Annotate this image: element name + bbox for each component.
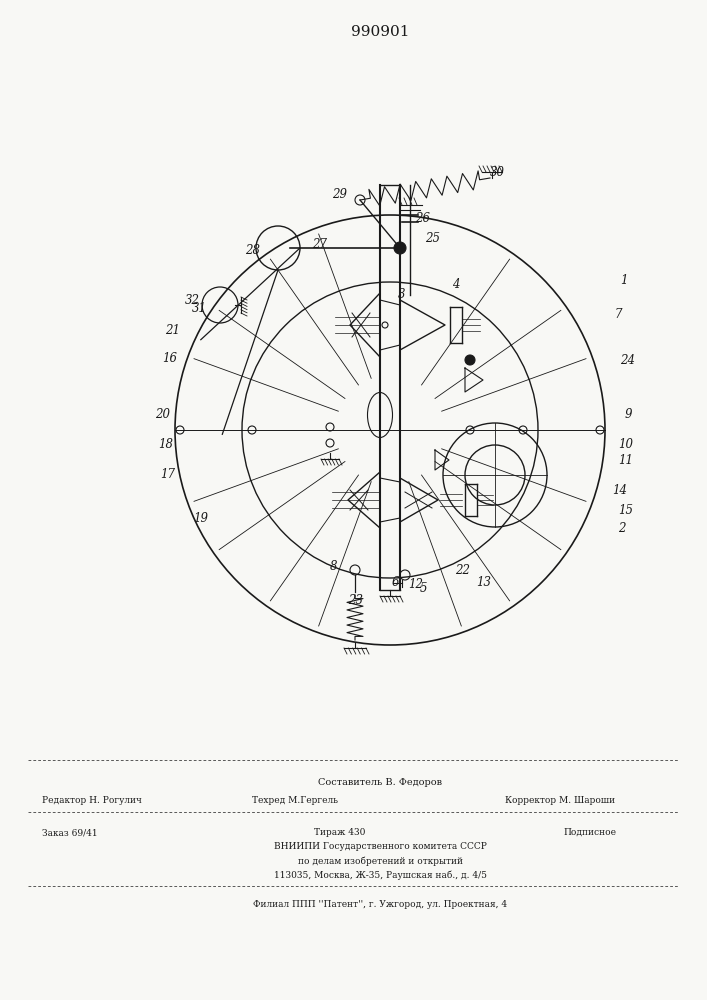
Text: 7: 7	[615, 308, 622, 322]
Text: 22: 22	[455, 564, 470, 576]
Text: 990901: 990901	[351, 25, 409, 39]
Text: 12: 12	[408, 578, 423, 590]
Text: по делам изобретений и открытий: по делам изобретений и открытий	[298, 856, 462, 865]
Text: 27: 27	[312, 237, 327, 250]
Text: Редактор Н. Рогулич: Редактор Н. Рогулич	[42, 796, 142, 805]
Text: 26: 26	[415, 212, 430, 225]
Text: Техред М.Гергель: Техред М.Гергель	[252, 796, 338, 805]
Text: 18: 18	[158, 438, 173, 452]
Text: 3: 3	[397, 288, 405, 302]
Text: 1: 1	[620, 273, 628, 286]
Text: 24: 24	[620, 354, 635, 366]
Text: 5: 5	[420, 582, 428, 594]
Text: 25: 25	[425, 232, 440, 244]
Text: 6: 6	[391, 576, 399, 588]
Text: 32: 32	[185, 294, 200, 306]
Text: 20: 20	[155, 408, 170, 422]
Text: Составитель В. Федоров: Составитель В. Федоров	[318, 778, 442, 787]
Text: Филиал ППП ''Патент'', г. Ужгород, ул. Проектная, 4: Филиал ППП ''Патент'', г. Ужгород, ул. П…	[253, 900, 507, 909]
Text: 10: 10	[618, 438, 633, 452]
Text: 21: 21	[165, 324, 180, 336]
Text: 4: 4	[452, 278, 460, 292]
Text: Корректор М. Шароши: Корректор М. Шароши	[505, 796, 615, 805]
Text: 113035, Москва, Ж-35, Раушская наб., д. 4/5: 113035, Москва, Ж-35, Раушская наб., д. …	[274, 870, 486, 880]
Text: 19: 19	[193, 512, 208, 524]
Text: ВНИИПИ Государственного комитета СССР: ВНИИПИ Государственного комитета СССР	[274, 842, 486, 851]
Circle shape	[465, 355, 475, 365]
Text: 30: 30	[490, 165, 505, 178]
Text: 15: 15	[618, 504, 633, 516]
Text: 29: 29	[332, 188, 347, 202]
Text: 31: 31	[192, 302, 207, 314]
Text: 16: 16	[162, 352, 177, 364]
Text: Подписное: Подписное	[563, 828, 617, 837]
Text: 11: 11	[618, 454, 633, 466]
Text: 23: 23	[348, 593, 363, 606]
Circle shape	[394, 242, 406, 254]
Text: Тираж 430: Тираж 430	[315, 828, 366, 837]
Text: 9: 9	[625, 408, 633, 422]
Text: 13: 13	[476, 576, 491, 588]
Text: 17: 17	[160, 468, 175, 482]
Text: 2: 2	[618, 522, 626, 534]
Text: 8: 8	[329, 560, 337, 572]
Text: Заказ 69/41: Заказ 69/41	[42, 828, 98, 837]
Text: 28: 28	[245, 243, 260, 256]
Text: 14: 14	[612, 484, 627, 496]
